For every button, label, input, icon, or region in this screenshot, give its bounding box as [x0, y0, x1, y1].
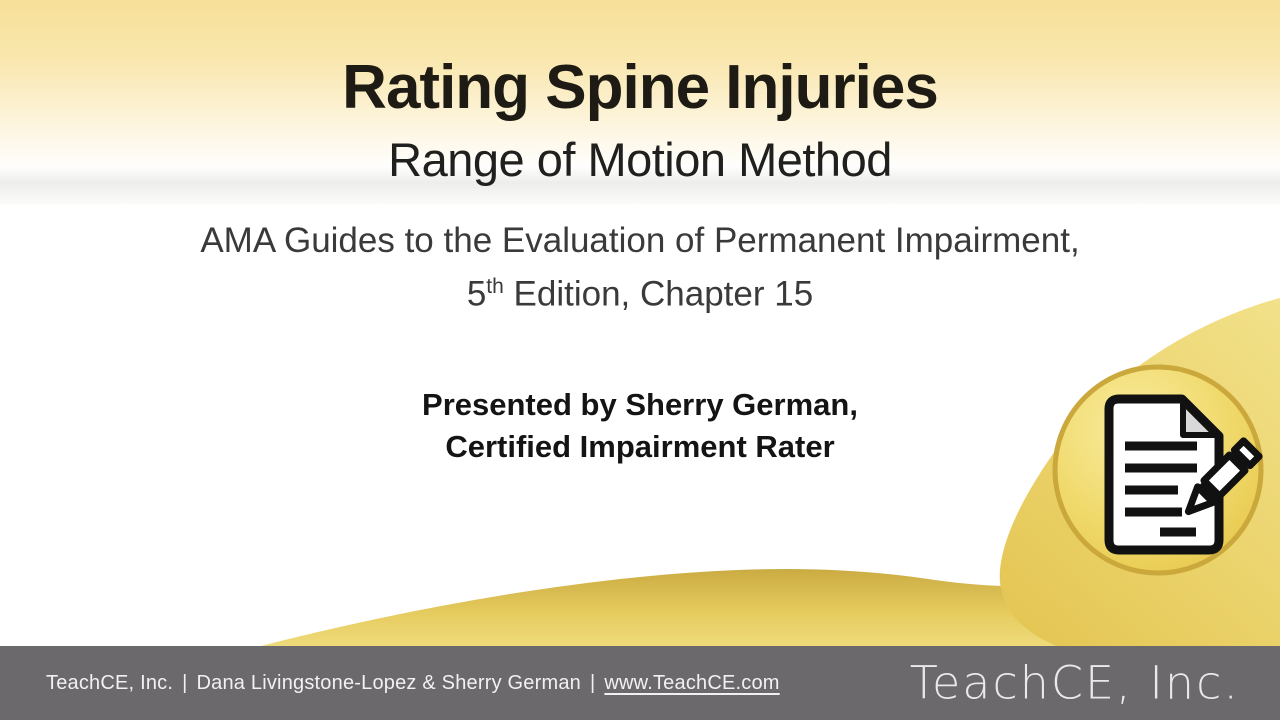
footer-credits: TeachCE, Inc. | Dana Livingstone-Lopez & S… [46, 672, 780, 695]
footer-website-link[interactable]: www.TeachCE.com [604, 671, 780, 694]
superscript-th: th [486, 275, 504, 298]
footer-company: TeachCE, Inc. [46, 671, 174, 694]
footer-bar: TeachCE, Inc. | Dana Livingstone-Lopez & S… [0, 646, 1280, 720]
bottom-wave-shape [253, 555, 1280, 660]
slide-subtitle: Range of Motion Method [388, 133, 892, 186]
footer-logo: TeachCE, Inc. [909, 656, 1240, 710]
title-band-shadow [0, 166, 1280, 204]
presenter-line1: Presented by Sherry German, [422, 387, 858, 422]
reference-line1: AMA Guides to the Evaluation of Permanen… [200, 221, 1080, 260]
footer-authors: Dana Livingstone-Lopez & Sherry German [196, 671, 581, 694]
footer-separator-2: | [589, 671, 596, 694]
presenter-text: Presented by Sherry German, Certified Im… [0, 384, 1280, 468]
title-band [0, 0, 1280, 170]
reference-line2: 5th Edition, Chapter 15 [466, 274, 814, 314]
presenter-line2: Certified Impairment Rater [445, 429, 835, 464]
footer-separator-1: | [182, 671, 188, 694]
slide-title: Rating Spine Injuries [342, 52, 939, 122]
right-swoosh-shape [999, 298, 1280, 654]
reference-text: AMA Guides to the Evaluation of Permanen… [0, 218, 1280, 318]
